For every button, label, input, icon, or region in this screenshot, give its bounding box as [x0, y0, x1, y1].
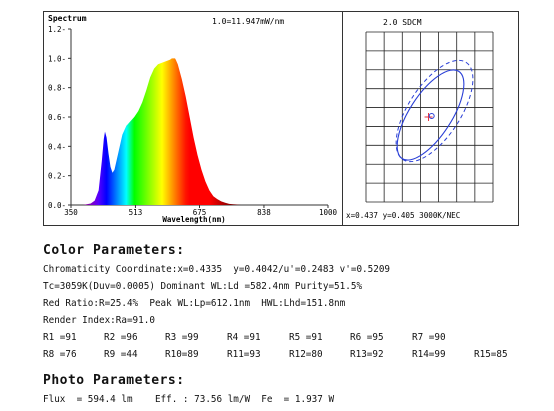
- render-index-line: Render Index:Ra=91.0: [43, 315, 155, 326]
- spectrum-chart: Spectrum 1.0=11.947mW/nm Wavelength(nm) …: [43, 11, 343, 226]
- spectrum-title: Spectrum: [48, 14, 87, 23]
- r-value: R5 =91: [289, 332, 323, 343]
- r-value: R10=89: [165, 349, 199, 360]
- r-value: R9 =44: [104, 349, 138, 360]
- sdcm-title: 2.0 SDCM: [383, 18, 422, 27]
- sdcm-inner-ellipse: [396, 69, 465, 161]
- r-value: R14=99: [412, 349, 446, 360]
- y-tick-label: 1.2-: [48, 25, 66, 34]
- measured-point: [428, 112, 435, 119]
- y-tick-label: 0.4-: [48, 142, 66, 151]
- sdcm-grid: [365, 31, 494, 203]
- r-value: R7 =90: [412, 332, 446, 343]
- sdcm-chart: 2.0 SDCM x=0.437 y=0.405 3000K/NEC: [342, 11, 519, 226]
- sdcm-plot: 2.0 SDCM x=0.437 y=0.405 3000K/NEC: [346, 18, 494, 220]
- spectrum-plot: Spectrum 1.0=11.947mW/nm Wavelength(nm) …: [48, 14, 338, 224]
- x-tick-label: 513: [129, 208, 143, 217]
- r-value: R15=85: [474, 349, 508, 360]
- y-tick-label: 1.0-: [48, 54, 66, 63]
- r-value: R2 =96: [104, 332, 138, 343]
- y-tick-label: 0.6-: [48, 113, 66, 122]
- x-tick-label: 350: [64, 208, 78, 217]
- r-value: R6 =95: [350, 332, 384, 343]
- r-value: R4 =91: [227, 332, 261, 343]
- chromaticity-line: Chromaticity Coordinate:x=0.4335 y=0.404…: [43, 264, 391, 275]
- r-value: R12=80: [289, 349, 323, 360]
- x-tick-label: 838: [257, 208, 271, 217]
- flux-line: Flux = 594.4 lm Eff. : 73.56 lm/W Fe = 1…: [43, 394, 335, 405]
- r-value: R1 =91: [43, 332, 77, 343]
- r-value: R3 =99: [165, 332, 199, 343]
- x-tick-label: 675: [193, 208, 207, 217]
- r-value: R8 =76: [43, 349, 77, 360]
- x-tick-label: 1000: [319, 208, 338, 217]
- red-ratio-line: Red Ratio:R=25.4% Peak WL:Lp=612.1nm HWL…: [43, 298, 346, 309]
- sdcm-outer-ellipse: [395, 59, 474, 163]
- spectrum-annotation: 1.0=11.947mW/nm: [212, 17, 284, 26]
- spectrum-area: [82, 58, 242, 205]
- y-tick-label: 0.2-: [48, 172, 66, 181]
- r-value: R11=93: [227, 349, 261, 360]
- y-tick-label: 0.0-: [48, 201, 66, 210]
- spectrum-x-axis-label: Wavelength(nm): [162, 215, 225, 224]
- photo-parameters-title: Photo Parameters:: [43, 373, 185, 388]
- y-tick-label: 0.8-: [48, 84, 66, 93]
- cct-line: Tc=3059K(Duv=0.0005) Dominant WL:Ld =582…: [43, 281, 363, 292]
- r-value: R13=92: [350, 349, 384, 360]
- color-parameters-title: Color Parameters:: [43, 243, 185, 258]
- sdcm-readout: x=0.437 y=0.405 3000K/NEC: [346, 211, 460, 220]
